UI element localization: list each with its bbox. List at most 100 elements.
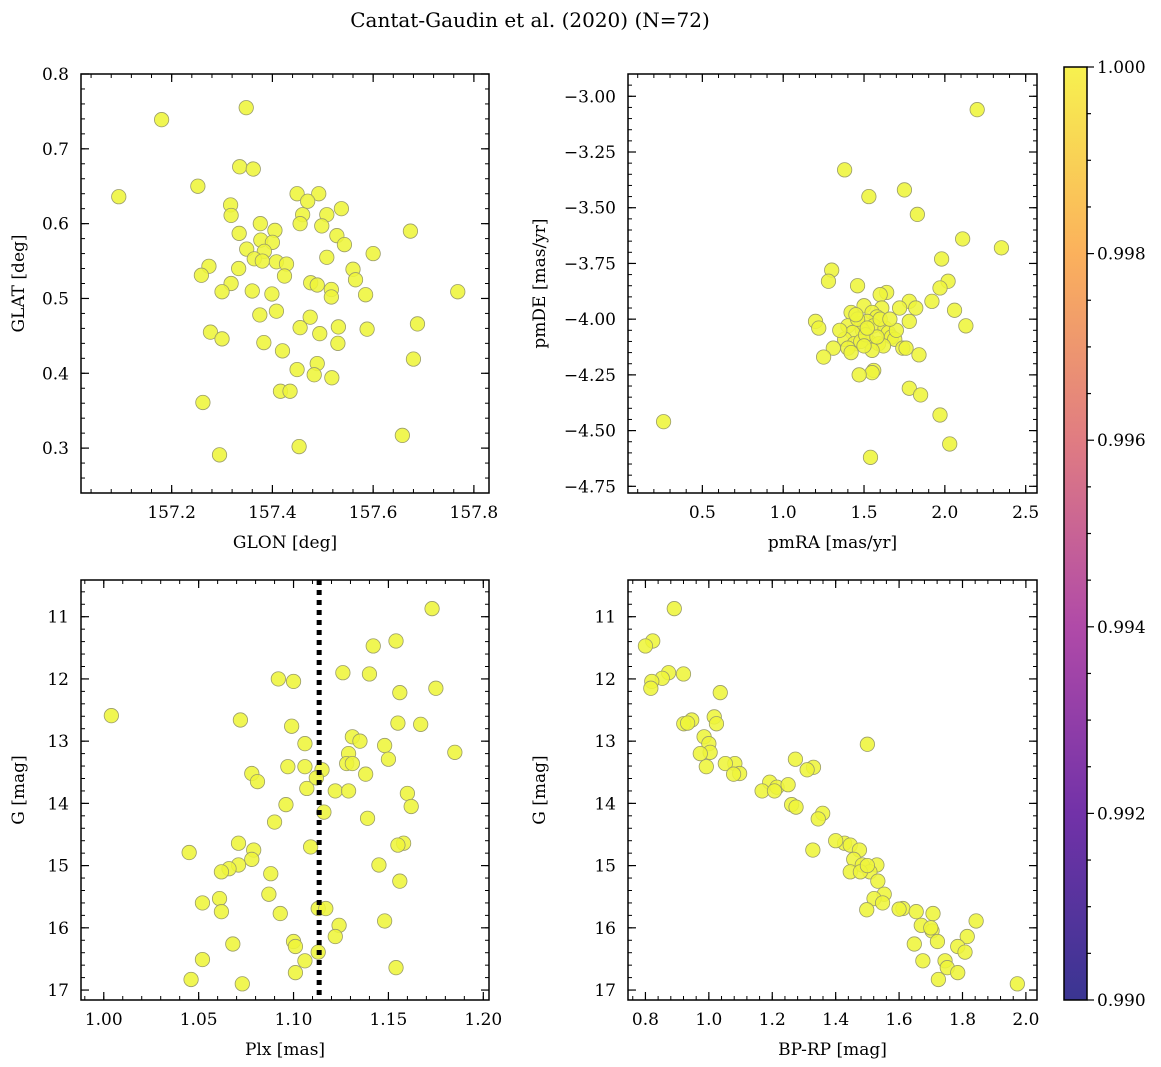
data-point — [692, 745, 708, 762]
y-tick-label: 11 — [47, 608, 69, 628]
data-point — [340, 783, 357, 799]
y-tick-label: 0.6 — [42, 215, 69, 235]
data-point — [848, 307, 864, 323]
data-point — [365, 638, 381, 654]
y-tick-label: −3.50 — [564, 199, 616, 219]
data-point — [908, 300, 924, 316]
data-point — [193, 267, 209, 283]
data-point — [287, 965, 304, 981]
x-tick-label: 157.8 — [450, 503, 499, 523]
data-point — [213, 904, 230, 920]
data-point — [194, 951, 211, 968]
data-point — [923, 920, 939, 936]
data-point — [859, 857, 875, 874]
data-point — [232, 159, 248, 175]
scatter-panel-top-left: 157.2 157.4 157.6 157.8 0.3 0.4 0.5 0.6 0.7 0.8 GL… — [9, 65, 498, 553]
data-point — [929, 933, 946, 950]
y-tick-label: 13 — [47, 732, 69, 752]
data-point — [388, 960, 404, 976]
data-point — [402, 223, 419, 239]
data-point — [872, 287, 888, 303]
data-point — [268, 303, 285, 319]
data-point — [913, 387, 929, 403]
y-tick-label: 0.3 — [42, 439, 69, 459]
data-point — [930, 971, 946, 988]
data-point — [924, 293, 940, 309]
data-point — [828, 833, 844, 849]
data-point — [403, 798, 419, 815]
y-tick-label: 13 — [594, 732, 616, 752]
data-point — [249, 773, 266, 790]
data-point — [371, 857, 387, 873]
colorbar: 0.990 0.992 0.994 0.996 0.998 1.000 — [1063, 58, 1146, 1011]
data-point — [811, 320, 827, 336]
x-axis-label: pmRA [mas/yr] — [768, 533, 897, 553]
x-tick-label: 157.4 — [248, 503, 297, 523]
data-point — [864, 365, 880, 381]
data-point — [211, 890, 228, 907]
data-point — [297, 736, 313, 752]
panels: 157.2 157.4 157.6 157.8 0.3 0.4 0.5 0.6 0.7 0.8 GL… — [9, 65, 1039, 1060]
y-tick-label: −4.00 — [564, 310, 616, 330]
scatter-panel-top-right: 0.5 1.0 1.5 2.0 2.5 −3.00 −3.25 −3.50 −3.75 −4.00… — [530, 73, 1039, 553]
data-point — [256, 335, 272, 351]
data-point — [361, 666, 378, 682]
data-point — [324, 370, 340, 386]
x-tick-label: 1.5 — [851, 503, 878, 523]
data-point — [287, 938, 304, 955]
data-point — [266, 814, 283, 830]
data-point — [717, 755, 733, 772]
data-point — [816, 349, 832, 365]
x-tick-label: 2.0 — [1012, 1010, 1039, 1030]
data-point — [891, 300, 908, 316]
x-tick-label: 1.2 — [759, 1010, 786, 1030]
x-axis-label: GLON [deg] — [233, 533, 337, 553]
x-tick-label: 1.4 — [822, 1010, 849, 1030]
data-point — [861, 188, 877, 205]
data-point — [202, 324, 219, 340]
data-point — [231, 225, 247, 241]
data-point — [766, 783, 783, 799]
data-points — [103, 580, 463, 1000]
data-point — [450, 284, 466, 300]
data-point — [428, 680, 444, 696]
data-point — [447, 744, 463, 760]
data-point — [292, 320, 308, 336]
x-tick-label: 1.00 — [85, 1010, 123, 1030]
data-point — [932, 407, 948, 423]
data-point — [820, 273, 837, 289]
data-point — [359, 321, 375, 337]
data-point — [297, 953, 313, 969]
data-point — [377, 913, 393, 929]
y-tick-label: 11 — [594, 608, 616, 628]
x-tick-label: 1.0 — [770, 503, 797, 523]
figure-title: Cantat-Gaudin et al. (2020) (N=72) — [350, 8, 710, 32]
data-point — [932, 280, 948, 296]
data-point — [323, 289, 339, 305]
data-point — [306, 367, 322, 383]
colorbar-tick-label: 0.990 — [1097, 991, 1146, 1011]
data-point — [891, 901, 907, 917]
axes-frame — [80, 579, 490, 1001]
y-tick-label: 17 — [47, 981, 69, 1001]
data-point — [708, 716, 725, 732]
x-tick-label: 1.8 — [949, 1010, 976, 1030]
data-point — [968, 913, 984, 929]
data-point — [901, 313, 917, 329]
data-point — [245, 161, 261, 177]
data-point — [280, 759, 296, 775]
x-axis-label: Plx [mas] — [245, 1040, 325, 1060]
x-tick-label: 2.0 — [931, 503, 958, 523]
data-point — [252, 307, 268, 323]
axes-frame — [80, 73, 490, 494]
axes-frame — [627, 73, 1038, 494]
colorbar-tick-label: 0.998 — [1097, 245, 1146, 265]
y-tick-label: −4.25 — [564, 366, 616, 386]
y-tick-label: 14 — [47, 794, 69, 814]
x-tick-label: 157.6 — [349, 503, 398, 523]
data-point — [851, 367, 867, 383]
data-point — [380, 751, 397, 767]
data-point — [330, 335, 346, 351]
data-point — [915, 953, 931, 969]
x-tick-label: 0.5 — [689, 503, 716, 523]
